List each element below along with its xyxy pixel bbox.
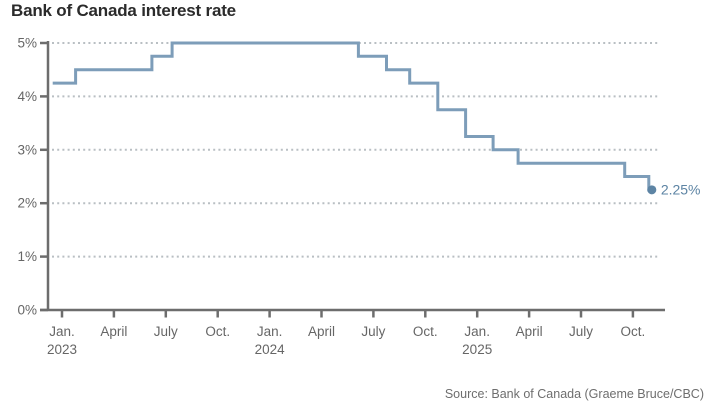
x-axis-month-label: Oct.	[621, 324, 646, 339]
rate-step-line	[52, 41, 651, 192]
interest-rate-step-chart: 5% 4% 3% 2% 1% 0% Jan. 2023 April July Oct. Jan. 202…	[17, 36, 701, 358]
x-axis-year-label: 2025	[462, 342, 492, 357]
x-axis-month-label: Jan.	[49, 324, 75, 339]
x-axis-year-label: 2023	[47, 342, 77, 357]
x-axis-year-label: 2024	[255, 342, 286, 357]
y-axis-label: 5%	[17, 36, 37, 51]
y-axis-label: 1%	[17, 249, 37, 264]
source-caption: Source: Bank of Canada (Graeme Bruce/CBC…	[444, 387, 704, 401]
x-axis-month-label: April	[100, 324, 127, 339]
latest-rate-dot	[647, 185, 657, 195]
x-axis-month-label: April	[308, 324, 335, 339]
y-axis-label: 4%	[17, 89, 37, 104]
x-axis-month-label: July	[361, 324, 385, 339]
x-axis-month-label: Jan.	[464, 324, 490, 339]
x-axis-month-label: Oct.	[413, 324, 438, 339]
x-axis-month-label: July	[154, 324, 178, 339]
x-axis-month-label: April	[516, 324, 543, 339]
x-axis-month-label: Jan.	[257, 324, 283, 339]
x-axis-month-label: Oct.	[205, 324, 230, 339]
latest-rate-label: 2.25%	[661, 182, 701, 198]
chart-title: Bank of Canada interest rate	[11, 1, 236, 20]
y-axis-label: 0%	[17, 303, 37, 318]
x-axis-month-label: July	[569, 324, 593, 339]
y-axis-label: 2%	[17, 196, 37, 211]
y-axis-label: 3%	[17, 142, 37, 157]
